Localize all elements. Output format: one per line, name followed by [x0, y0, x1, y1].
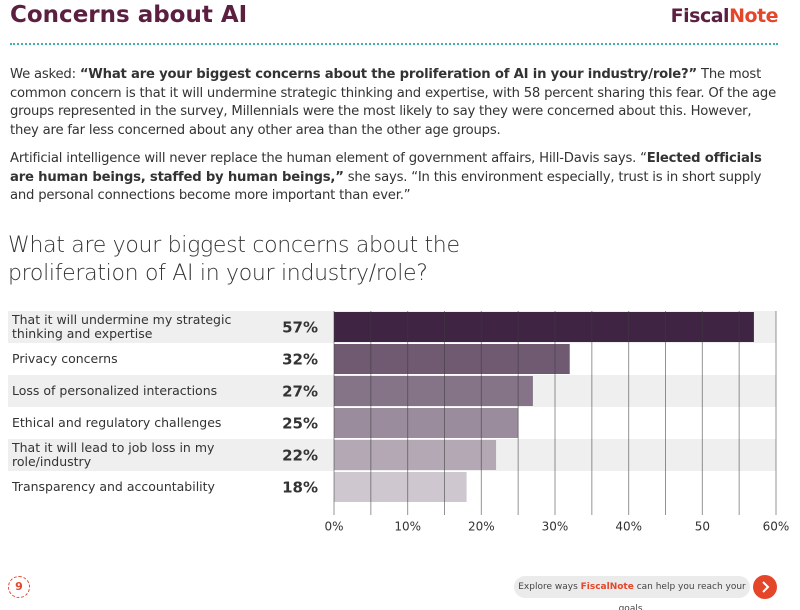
category-label: That it will lead to job loss in my role…: [12, 440, 215, 469]
divider: [10, 43, 778, 45]
bar: [334, 440, 497, 470]
bar: [334, 408, 519, 438]
x-tick-label: 10%: [394, 520, 421, 534]
text: can help you reach your goals.: [618, 582, 746, 610]
x-tick-label: 20%: [468, 520, 495, 534]
category-label: That it will undermine my strategic thin…: [12, 312, 232, 341]
text: Explore ways: [518, 582, 581, 592]
paragraph: We asked: “What are your biggest concern…: [10, 66, 780, 140]
text-bold: Elected officials are human beings, staf…: [10, 151, 762, 185]
bar: [334, 344, 570, 374]
chart-title: What are your biggest concerns about the…: [8, 233, 460, 286]
chart: 57% 32% 27% 25% 22% 18% 0% 10% 20% 30% 40% 50 60%: [8, 311, 790, 534]
value-label: 18%: [282, 479, 318, 497]
logo-part: Fiscal: [670, 5, 730, 27]
text: she says. “In this environment especiall…: [10, 169, 762, 204]
text: The most common concern is that it will …: [10, 67, 777, 138]
value-label: 22%: [282, 447, 318, 465]
value-label: 25%: [282, 415, 318, 433]
logo-part: Note: [729, 5, 778, 27]
paragraph: Artificial intelligence will never repla…: [10, 150, 780, 206]
text-bold: “What are your biggest concerns about th…: [79, 67, 697, 82]
value-label: 57%: [282, 319, 318, 337]
category-label: Ethical and regulatory challenges: [12, 415, 222, 430]
category-label: Loss of personalized interactions: [12, 383, 218, 398]
x-tick-label: 50: [695, 520, 710, 534]
x-tick-label: 0%: [324, 520, 343, 534]
logo: FiscalNote: [670, 5, 779, 27]
bar: [334, 472, 467, 502]
text-bold: FiscalNote: [580, 582, 634, 592]
x-tick-label: 60%: [763, 520, 790, 534]
page-number: 9: [8, 576, 30, 598]
value-label: 27%: [282, 383, 318, 401]
category-label: Transparency and accountability: [12, 479, 215, 494]
bar: [334, 312, 754, 342]
value-label: 32%: [282, 351, 318, 369]
bar: [334, 376, 533, 406]
text: We asked:: [10, 67, 80, 82]
cta-button[interactable]: Explore ways FiscalNote can help you rea…: [514, 576, 750, 610]
x-tick-label: 40%: [615, 520, 642, 534]
category-label: Privacy concerns: [12, 351, 118, 366]
page-title: Concerns about AI: [10, 2, 248, 28]
next-button[interactable]: [753, 575, 777, 599]
text: Artificial intelligence will never repla…: [10, 151, 647, 166]
x-tick-label: 30%: [542, 520, 569, 534]
